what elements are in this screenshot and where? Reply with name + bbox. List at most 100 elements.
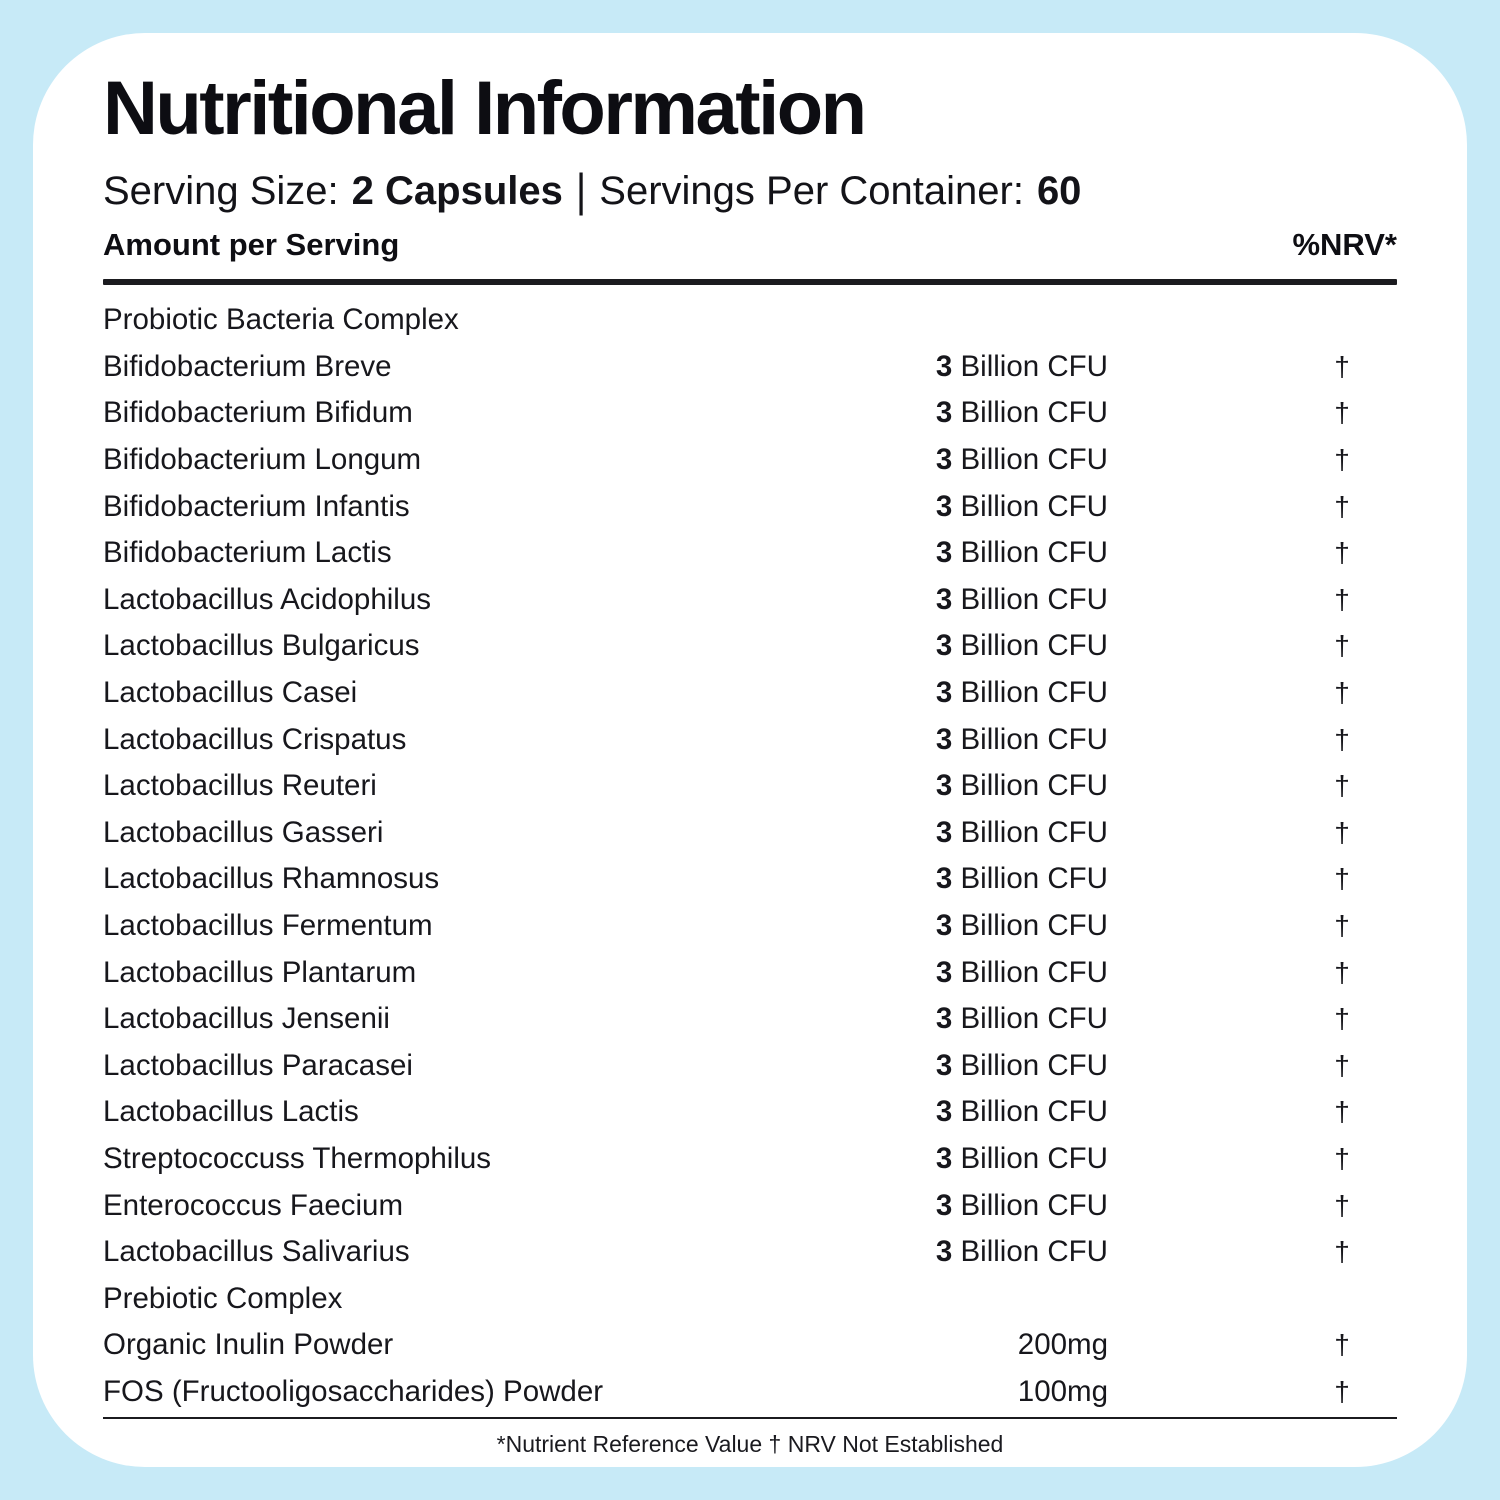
amount-value: 3 Billion CFU <box>808 1049 1108 1083</box>
amount-unit: Billion CFU <box>952 349 1108 383</box>
amount-value: 3 Billion CFU <box>808 1189 1108 1223</box>
amount-value: 3 Billion CFU <box>808 443 1108 477</box>
amount-number: 3 <box>935 955 953 989</box>
amount-value: 100mg <box>808 1375 1108 1409</box>
ingredient-name: Lactobacillus Reuteri <box>103 769 377 803</box>
amount-unit: Billion CFU <box>952 489 1108 523</box>
serving-info: Serving Size: 2 Capsules | Servings Per … <box>103 166 1397 217</box>
nrv-dagger: † <box>1334 677 1350 709</box>
ingredient-row: Lactobacillus Jensenii 3 Billion CFU † <box>103 996 1397 1043</box>
page-title: Nutritional Information <box>103 66 867 151</box>
amount-number: 3 <box>935 629 953 663</box>
amount-value: 3 Billion CFU <box>808 583 1108 617</box>
nrv-dagger: † <box>1334 350 1350 382</box>
ingredient-name: Lactobacillus Jensenii <box>103 1002 390 1036</box>
ingredient-row: Lactobacillus Paracasei 3 Billion CFU † <box>103 1043 1397 1090</box>
ingredient-name: Bifidobacterium Longum <box>103 443 422 477</box>
amount-value: 3 Billion CFU <box>808 676 1108 710</box>
section-header-row: Prebiotic Complex <box>103 1275 1397 1322</box>
footnote: *Nutrient Reference Value † NRV Not Esta… <box>496 1431 1004 1458</box>
amount-number: 3 <box>935 489 953 523</box>
nrv-column-header: %NRV* <box>1292 227 1397 262</box>
amount-value: 3 Billion CFU <box>808 396 1108 430</box>
section-name: Probiotic Bacteria Complex <box>103 303 459 337</box>
amount-unit: Billion CFU <box>952 1235 1108 1269</box>
amount-unit: Billion CFU <box>952 1002 1108 1036</box>
amount-unit: Billion CFU <box>952 815 1108 849</box>
amount-number: 3 <box>935 1188 953 1222</box>
ingredient-name: Enterococcus Faecium <box>103 1188 404 1222</box>
ingredient-row: Lactobacillus Crispatus 3 Billion CFU † <box>103 716 1397 763</box>
amount-number: 3 <box>935 349 953 383</box>
ingredient-name: Lactobacillus Rhamnosus <box>103 862 440 896</box>
amount-value: 3 Billion CFU <box>808 816 1108 850</box>
amount-number: 3 <box>935 1048 953 1082</box>
amount-number: 3 <box>935 443 953 477</box>
ingredient-row: Enterococcus Faecium 3 Billion CFU † <box>103 1182 1397 1229</box>
ingredient-row: Streptococcuss Thermophilus 3 Billion CFU… <box>103 1136 1397 1183</box>
amount-unit: Billion CFU <box>952 676 1108 710</box>
nrv-dagger: † <box>1334 910 1350 942</box>
ingredient-name: Lactobacillus Plantarum <box>103 955 417 989</box>
ingredient-row: Lactobacillus Casei 3 Billion CFU † <box>103 670 1397 717</box>
nrv-dagger: † <box>1334 1049 1350 1081</box>
ingredient-row: Bifidobacterium Longum 3 Billion CFU † <box>103 437 1397 484</box>
amount-value: 200mg <box>808 1328 1108 1362</box>
amount-value: 3 Billion CFU <box>808 956 1108 990</box>
amount-number: 3 <box>935 769 953 803</box>
ingredient-row: Lactobacillus Salivarius 3 Billion CFU † <box>103 1229 1397 1276</box>
amount-value: 3 Billion CFU <box>808 1142 1108 1176</box>
amount-value: 3 Billion CFU <box>808 862 1108 896</box>
amount-unit: Billion CFU <box>952 1188 1108 1222</box>
ingredient-name: Lactobacillus Crispatus <box>103 722 407 756</box>
nrv-dagger: † <box>1334 1236 1350 1268</box>
amount-value: 3 Billion CFU <box>808 1095 1108 1129</box>
ingredient-name: Organic Inulin Powder <box>103 1328 394 1362</box>
ingredient-row: Lactobacillus Plantarum 3 Billion CFU † <box>103 949 1397 996</box>
amount-number: 3 <box>935 722 953 756</box>
nrv-dagger: † <box>1334 863 1350 895</box>
amount-number: 3 <box>935 1095 953 1129</box>
amount-value: 3 Billion CFU <box>808 1235 1108 1269</box>
amount-unit: Billion CFU <box>952 396 1108 430</box>
nrv-dagger: † <box>1334 1142 1350 1174</box>
ingredient-name: Lactobacillus Salivarius <box>103 1235 410 1269</box>
serving-size-value: 2 Capsules <box>351 169 563 213</box>
amount-unit: 200mg <box>1017 1328 1108 1362</box>
nrv-dagger: † <box>1334 630 1350 662</box>
separator-bar: | <box>575 165 587 217</box>
amount-unit: Billion CFU <box>952 955 1108 989</box>
amount-number: 3 <box>935 862 953 896</box>
amount-column-header: Amount per Serving <box>103 227 400 262</box>
ingredient-name: Lactobacillus Bulgaricus <box>103 629 420 663</box>
amount-value: 3 Billion CFU <box>808 909 1108 943</box>
section-name: Prebiotic Complex <box>103 1281 343 1315</box>
amount-unit: Billion CFU <box>952 1048 1108 1082</box>
amount-value: 3 Billion CFU <box>808 723 1108 757</box>
column-headers: Amount per Serving %NRV* <box>103 227 1397 263</box>
ingredient-row: Lactobacillus Lactis 3 Billion CFU † <box>103 1089 1397 1136</box>
servings-per-container-value: 60 <box>1036 169 1082 213</box>
amount-value: 3 Billion CFU <box>808 350 1108 384</box>
nrv-dagger: † <box>1334 770 1350 802</box>
ingredient-row: Lactobacillus Rhamnosus 3 Billion CFU † <box>103 856 1397 903</box>
amount-unit: Billion CFU <box>952 536 1108 570</box>
amount-value: 3 Billion CFU <box>808 769 1108 803</box>
ingredient-table: Probiotic Bacteria Complex Bifidobacteriu… <box>103 285 1397 1415</box>
amount-unit: Billion CFU <box>952 1141 1108 1175</box>
ingredient-name: Lactobacillus Lactis <box>103 1095 359 1129</box>
ingredient-row: Bifidobacterium Breve 3 Billion CFU † <box>103 344 1397 391</box>
ingredient-name: Bifidobacterium Lactis <box>103 536 392 570</box>
nrv-dagger: † <box>1334 1096 1350 1128</box>
servings-per-container-label: Servings Per Container: <box>599 169 1024 213</box>
nrv-dagger: † <box>1334 490 1350 522</box>
ingredient-name: Bifidobacterium Infantis <box>103 489 410 523</box>
nrv-dagger: † <box>1334 537 1350 569</box>
nrv-dagger: † <box>1334 1003 1350 1035</box>
amount-number: 3 <box>935 582 953 616</box>
amount-number: 3 <box>935 676 953 710</box>
amount-unit: Billion CFU <box>952 443 1108 477</box>
ingredient-name: Lactobacillus Paracasei <box>103 1048 413 1082</box>
serving-size-label: Serving Size: <box>103 169 339 213</box>
nutrition-label-card: Nutritional Information Serving Size: 2 … <box>33 33 1467 1467</box>
